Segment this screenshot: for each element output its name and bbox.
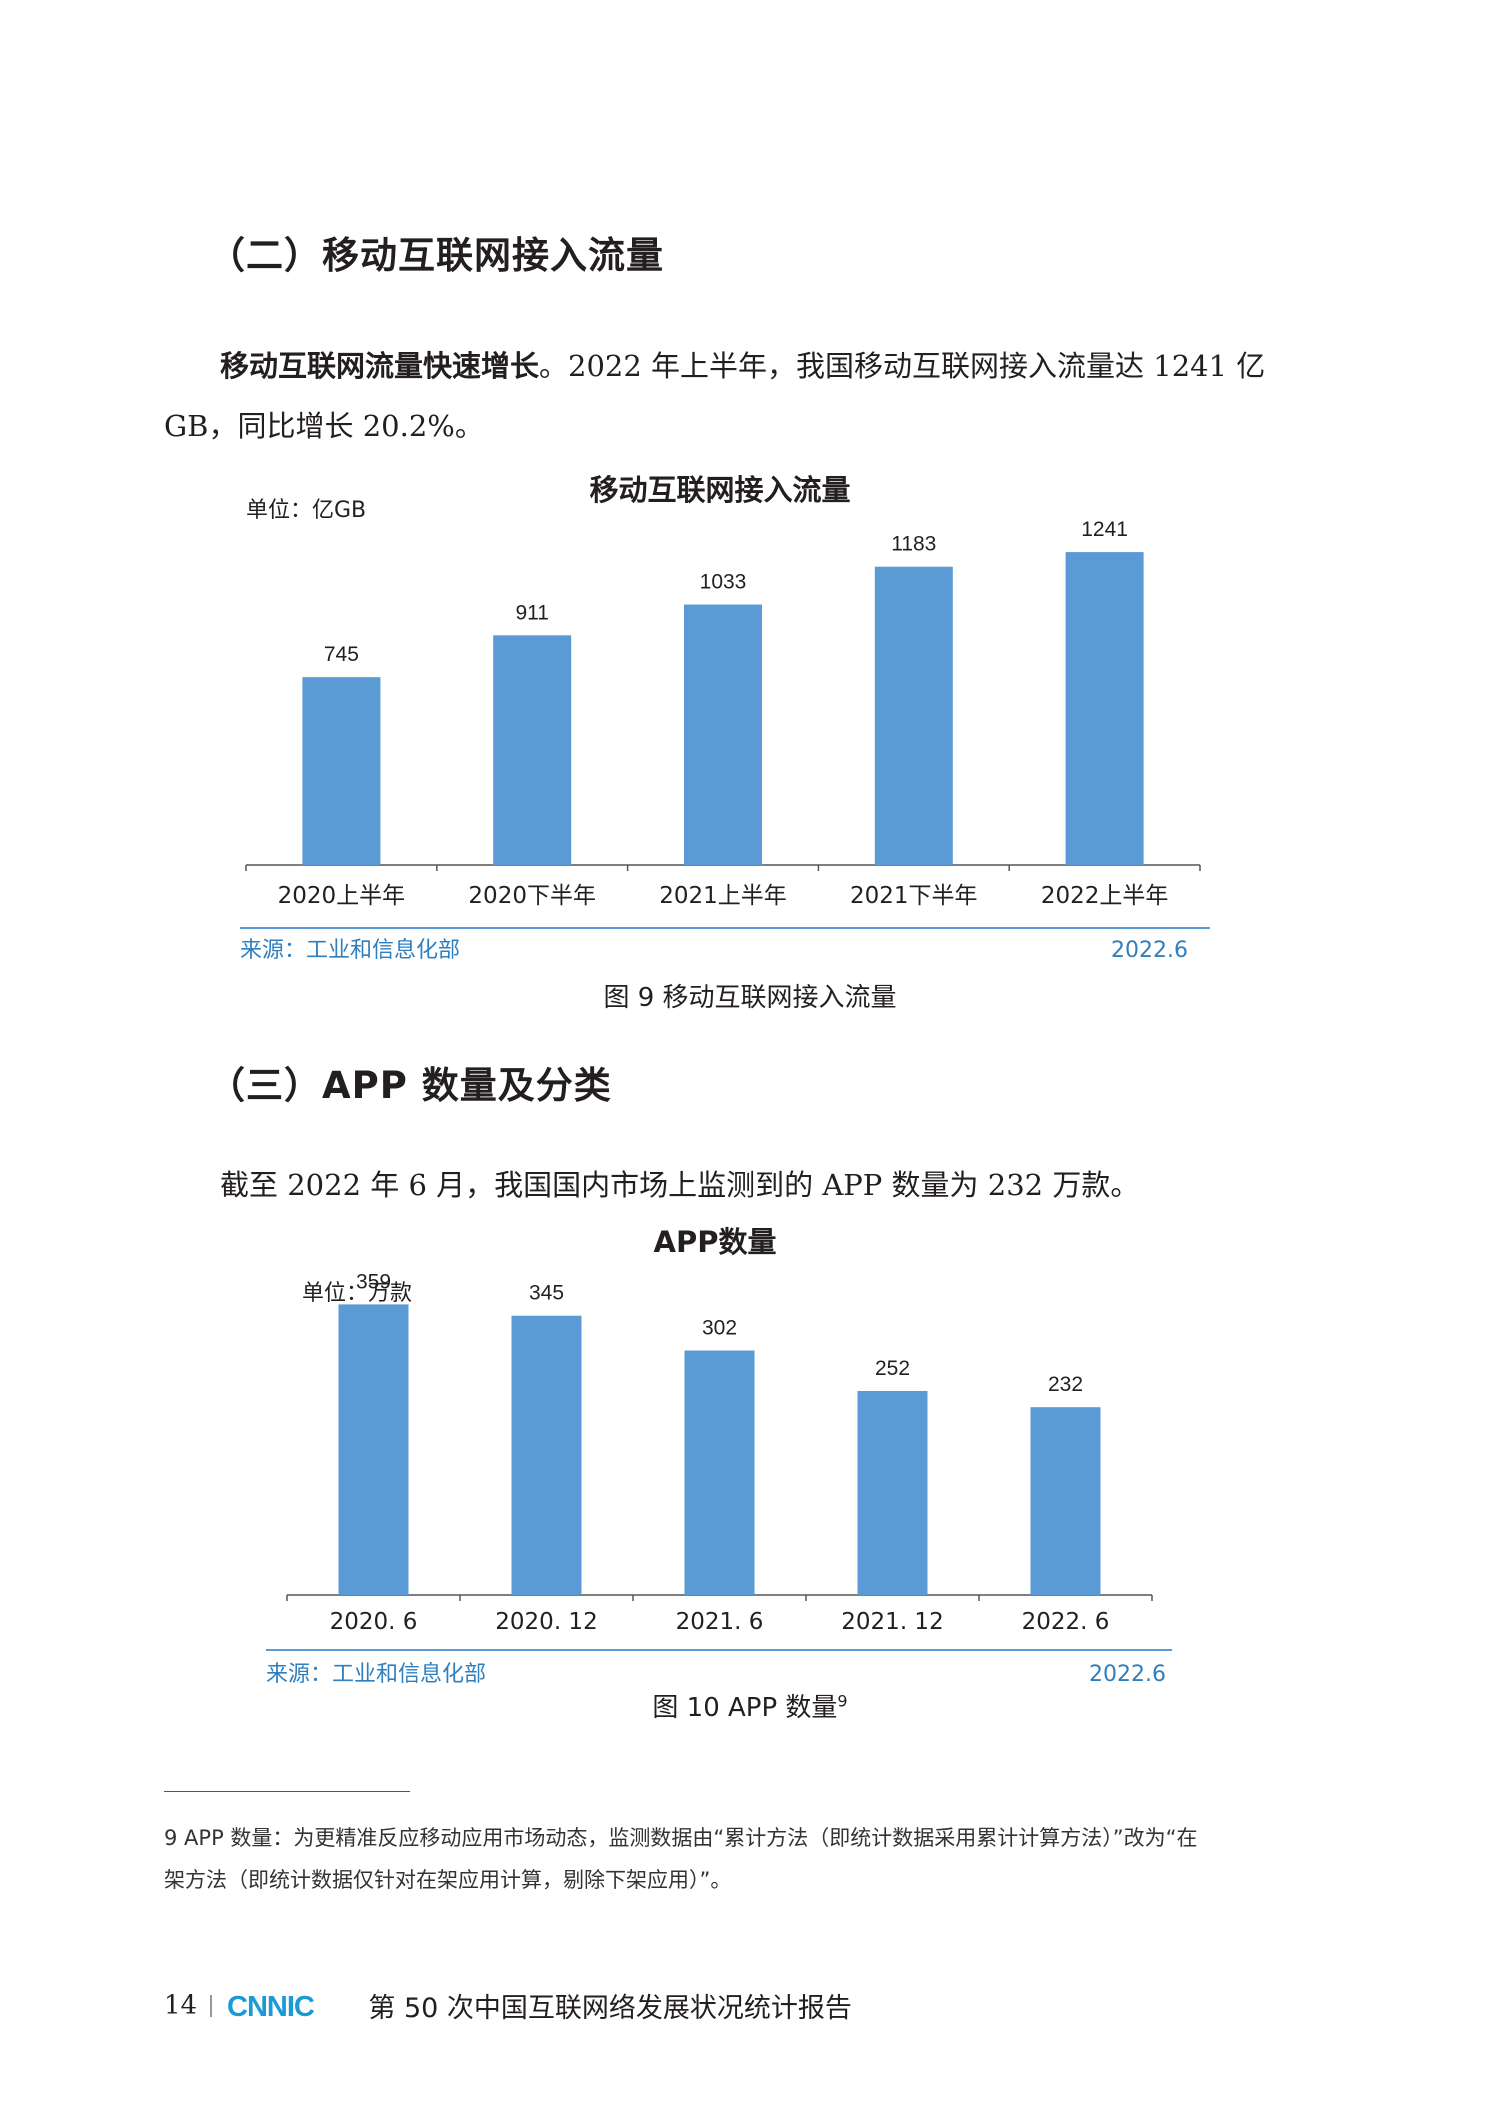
footnote-divider <box>164 1791 410 1792</box>
bar <box>857 1391 928 1595</box>
bar-value-label: 345 <box>529 1282 564 1305</box>
bar <box>493 635 572 865</box>
footer-separator <box>210 1994 213 2017</box>
paragraph-line1: 。2022 年上半年，我国移动互联网接入流量达 1241 亿 <box>539 349 1266 383</box>
chart-date: 2022.6 <box>1089 1662 1166 1687</box>
bar-value-label: 745 <box>324 643 359 666</box>
bar-value-label: 359 <box>356 1270 391 1293</box>
chart-unit: 单位：万款 <box>302 1281 412 1306</box>
category-label: 2021. 12 <box>841 1609 943 1635</box>
chart-title: 移动互联网接入流量 <box>589 473 850 507</box>
chart-app-count: APP数量 单位：万款 359 2020. 6 345 2020. 12 302 2021… <box>266 1225 1172 1687</box>
bar <box>338 1304 409 1595</box>
chart-title: APP数量 <box>654 1225 777 1259</box>
section-heading-app: （三）APP 数量及分类 <box>208 1064 612 1107</box>
bar <box>684 1350 755 1595</box>
category-label: 2021下半年 <box>850 883 978 909</box>
bar <box>684 604 762 865</box>
cnnic-logo: CNNIC <box>227 1993 316 2019</box>
figure-caption-10: 图 10 APP 数量9 <box>0 1687 1500 1724</box>
footnote: 9 APP 数量：为更精准反应移动应用市场动态，监测数据由“累计方法（即统计数据… <box>164 1817 1344 1901</box>
figure-caption-9: 图 9 移动互联网接入流量 <box>603 983 897 1013</box>
bar <box>1030 1407 1101 1595</box>
chart-mobile-traffic: 移动互联网接入流量 单位：亿GB 745 2020上半年 911 2020下半年 103… <box>240 473 1210 963</box>
bar-value-label: 1033 <box>700 571 747 594</box>
category-label: 2022上半年 <box>1041 883 1169 909</box>
paragraph-mobile-traffic: 移动互联网流量快速增长。2022 年上半年，我国移动互联网接入流量达 1241 … <box>164 336 1340 456</box>
category-label: 2020. 6 <box>330 1609 418 1635</box>
bar-value-label: 1241 <box>1081 518 1128 541</box>
category-label: 2020下半年 <box>468 883 596 909</box>
category-label: 2020. 12 <box>495 1609 597 1635</box>
category-label: 2021上半年 <box>659 883 787 909</box>
chart-source: 来源：工业和信息化部 <box>240 938 460 963</box>
paragraph-app-text: 截至 2022 年 6 月，我国国内市场上监测到的 APP 数量为 232 万款… <box>220 1168 1140 1202</box>
bar-value-label: 302 <box>702 1317 737 1340</box>
bar <box>874 566 953 865</box>
chart-date: 2022.6 <box>1111 938 1188 963</box>
footnote-line2: 架方法（即统计数据仅针对在架应用计算，剔除下架应用）”。 <box>164 1868 732 1892</box>
page-number: 14 <box>164 1990 198 2021</box>
figure-caption-text: 图 10 APP 数量 <box>652 1693 838 1723</box>
footnote-reference[interactable]: 9 <box>837 1691 848 1711</box>
bar <box>1065 552 1144 865</box>
bar <box>511 1315 582 1595</box>
cnnic-logo-text: CNNIC <box>227 1993 315 2019</box>
section-heading-mobile-traffic: （二）移动互联网接入流量 <box>208 234 664 277</box>
chart-source: 来源：工业和信息化部 <box>266 1662 486 1687</box>
category-label: 2020上半年 <box>278 883 406 909</box>
category-label: 2022. 6 <box>1022 1609 1110 1635</box>
bar-value-label: 232 <box>1048 1373 1083 1396</box>
bar <box>302 677 381 865</box>
bar-value-label: 911 <box>515 601 548 624</box>
paragraph-app: 截至 2022 年 6 月，我国国内市场上监测到的 APP 数量为 232 万款… <box>164 1155 1340 1215</box>
page-footer: 14 CNNIC 第 50 次中国互联网络发展状况统计报告 <box>164 1986 852 2026</box>
footnote-line1: 9 APP 数量：为更精准反应移动应用市场动态，监测数据由“累计方法（即统计数据… <box>164 1826 1198 1850</box>
paragraph-lead: 移动互联网流量快速增长 <box>220 349 540 383</box>
bar-value-label: 1183 <box>891 533 936 556</box>
paragraph-line2: GB，同比增长 20.2%。 <box>164 409 484 443</box>
report-title: 第 50 次中国互联网络发展状况统计报告 <box>368 1993 852 2024</box>
chart-unit: 单位：亿GB <box>246 498 366 523</box>
bar-value-label: 252 <box>875 1357 910 1380</box>
category-label: 2021. 6 <box>676 1609 764 1635</box>
